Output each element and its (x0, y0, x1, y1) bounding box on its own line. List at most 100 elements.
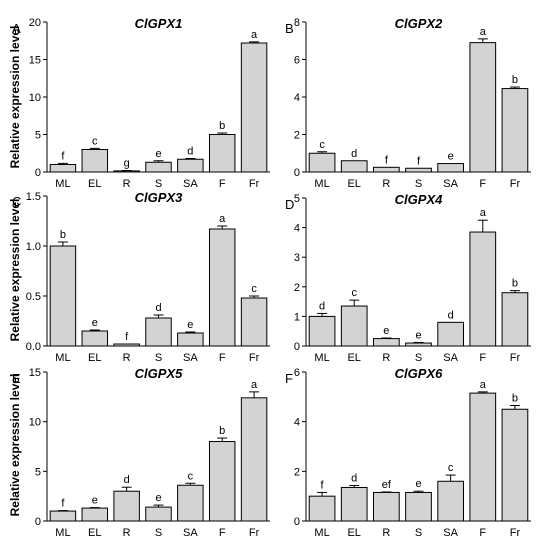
x-tick-label: ML (55, 527, 70, 539)
x-tick-label: R (123, 352, 131, 364)
y-axis-label-row3: Relative expression level (8, 374, 22, 517)
bar (501, 408, 529, 522)
significance-letter: d (124, 474, 130, 486)
x-tick-label: SA (183, 352, 198, 364)
y-tick-label: 10 (29, 417, 41, 429)
significance-letter: b (512, 393, 518, 405)
panel-A: A ClGPX1 0 5 10 15 20 f ML c EL gRe Sd SA b Fa Fr (12, 16, 270, 190)
bar (208, 228, 236, 347)
y-tick-label: 0 (35, 516, 41, 528)
y-tick-label: 20 (29, 17, 41, 29)
y-tick-label: 4 (294, 92, 300, 104)
panel-letter: A (12, 21, 21, 36)
y-tick-label: 5 (35, 130, 41, 142)
significance-letter: b (219, 425, 225, 437)
significance-letter: f (61, 498, 65, 510)
significance-letter: d (448, 309, 454, 321)
x-tick-label: SA (183, 527, 198, 539)
bar (437, 480, 464, 522)
x-tick-label: EL (88, 527, 101, 539)
x-tick-label: R (382, 178, 390, 190)
significance-letter: e (92, 317, 98, 329)
x-tick-label: R (123, 178, 131, 190)
y-tick-label: 0.0 (26, 341, 41, 353)
significance-letter: b (512, 278, 518, 290)
significance-letter: f (417, 155, 421, 167)
bar (145, 317, 172, 347)
y-tick-label: 1 (294, 311, 300, 323)
x-tick-label: S (155, 178, 162, 190)
y-tick-label: 15 (29, 367, 41, 379)
significance-letter: e (92, 495, 98, 507)
bar (437, 163, 464, 173)
x-tick-label: Fr (510, 527, 521, 539)
bar (177, 158, 204, 173)
x-tick-label: Fr (510, 352, 521, 364)
significance-letter: e (415, 478, 421, 490)
y-tick-label: 2 (294, 282, 300, 294)
y-tick-label: 1.5 (26, 191, 41, 203)
x-tick-label: S (155, 527, 162, 539)
panel-letter: D (285, 197, 294, 212)
significance-letter: c (251, 283, 257, 295)
panel-letter: B (285, 21, 294, 36)
x-tick-label: S (415, 352, 422, 364)
bar (469, 231, 497, 347)
panel-letter: C (12, 194, 21, 209)
x-tick-label: ML (55, 178, 70, 190)
y-tick-label: 5 (294, 193, 300, 205)
x-tick-label: R (123, 527, 131, 539)
y-tick-label: 3 (294, 252, 300, 264)
x-tick-label: EL (88, 352, 101, 364)
significance-letter: f (321, 479, 325, 491)
bar (308, 152, 336, 173)
panel-C: C ClGPX3 0.0 0.5 1.0 1.5 b ML e EL fRd Se SA a Fc Fr (12, 190, 270, 364)
x-tick-label: ML (314, 527, 329, 539)
x-tick-label: F (479, 352, 486, 364)
bar (437, 321, 464, 347)
significance-letter: c (92, 135, 98, 147)
panel-E: E ClGPX5 0 5 10 15 f ML e EL d Re Sc SA b Fa Fr (12, 366, 270, 539)
x-tick-label: F (219, 527, 226, 539)
bar (177, 484, 204, 522)
x-tick-label: EL (347, 352, 360, 364)
bar (113, 490, 140, 522)
bar (81, 507, 109, 522)
x-tick-label: SA (183, 178, 198, 190)
x-tick-label: R (382, 527, 390, 539)
bar (113, 170, 140, 173)
bar (308, 495, 336, 522)
bar (81, 149, 109, 173)
y-tick-label: 0 (294, 516, 300, 528)
significance-letter: e (155, 148, 161, 160)
chart-title: ClGPX3 (135, 190, 183, 205)
x-tick-label: F (219, 178, 226, 190)
y-tick-label: 2 (294, 130, 300, 142)
bar (208, 134, 236, 173)
significance-letter: c (319, 139, 325, 151)
y-tick-label: 8 (294, 17, 300, 29)
bar (373, 166, 400, 173)
significance-letter: d (319, 300, 325, 312)
significance-letter: a (480, 207, 487, 219)
chart-title: ClGPX6 (395, 366, 443, 381)
x-tick-label: EL (88, 178, 101, 190)
bar (405, 342, 432, 347)
significance-letter: a (480, 379, 487, 391)
bar (469, 42, 497, 173)
significance-letter: a (251, 29, 258, 41)
x-tick-label: EL (347, 178, 360, 190)
y-tick-label: 15 (29, 55, 41, 67)
significance-letter: b (219, 120, 225, 132)
x-tick-label: SA (443, 178, 458, 190)
bar (177, 332, 204, 347)
x-tick-label: F (479, 527, 486, 539)
chart-title: ClGPX4 (395, 192, 443, 207)
bar (240, 397, 268, 522)
bar (373, 338, 400, 347)
significance-letter: d (155, 302, 161, 314)
x-tick-label: Fr (249, 352, 260, 364)
y-tick-label: 1.0 (26, 241, 41, 253)
